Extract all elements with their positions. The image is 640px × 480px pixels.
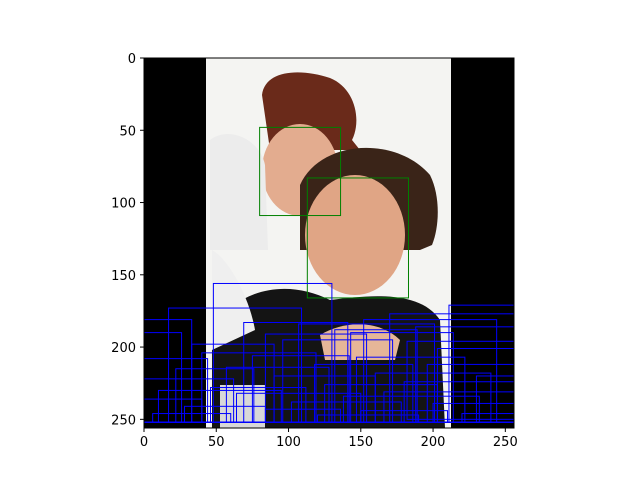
x-axis: 0 50 100 150 200 250 [140,428,518,450]
y-tick-label: 100 [111,197,136,212]
detection-box [264,408,342,423]
ground-truth-box [259,126,342,217]
detection-box [406,340,514,420]
y-tick-label: 50 [119,124,136,139]
y-tick-label: 150 [111,269,136,284]
y-axis: 0 50 100 150 200 250 [111,52,144,428]
y-tick-label: 200 [111,341,136,356]
detection-box [461,413,514,423]
ground-truth-box [306,177,409,299]
photo [206,58,451,428]
x-tick-label: 0 [140,435,148,450]
y-tick-label: 250 [111,413,136,428]
x-tick-label: 150 [348,435,373,450]
x-tick-label: 50 [208,435,225,450]
ground-truth-boxes [259,126,409,299]
detection-box [316,414,420,423]
x-tick-label: 100 [276,435,301,450]
y-tick-label: 0 [128,52,136,67]
detection-box [152,413,232,423]
image-panel [144,58,514,428]
axes-frame [143,57,515,429]
detection-boxes [144,282,514,423]
x-tick-label: 250 [493,435,518,450]
x-tick-label: 200 [421,435,446,450]
